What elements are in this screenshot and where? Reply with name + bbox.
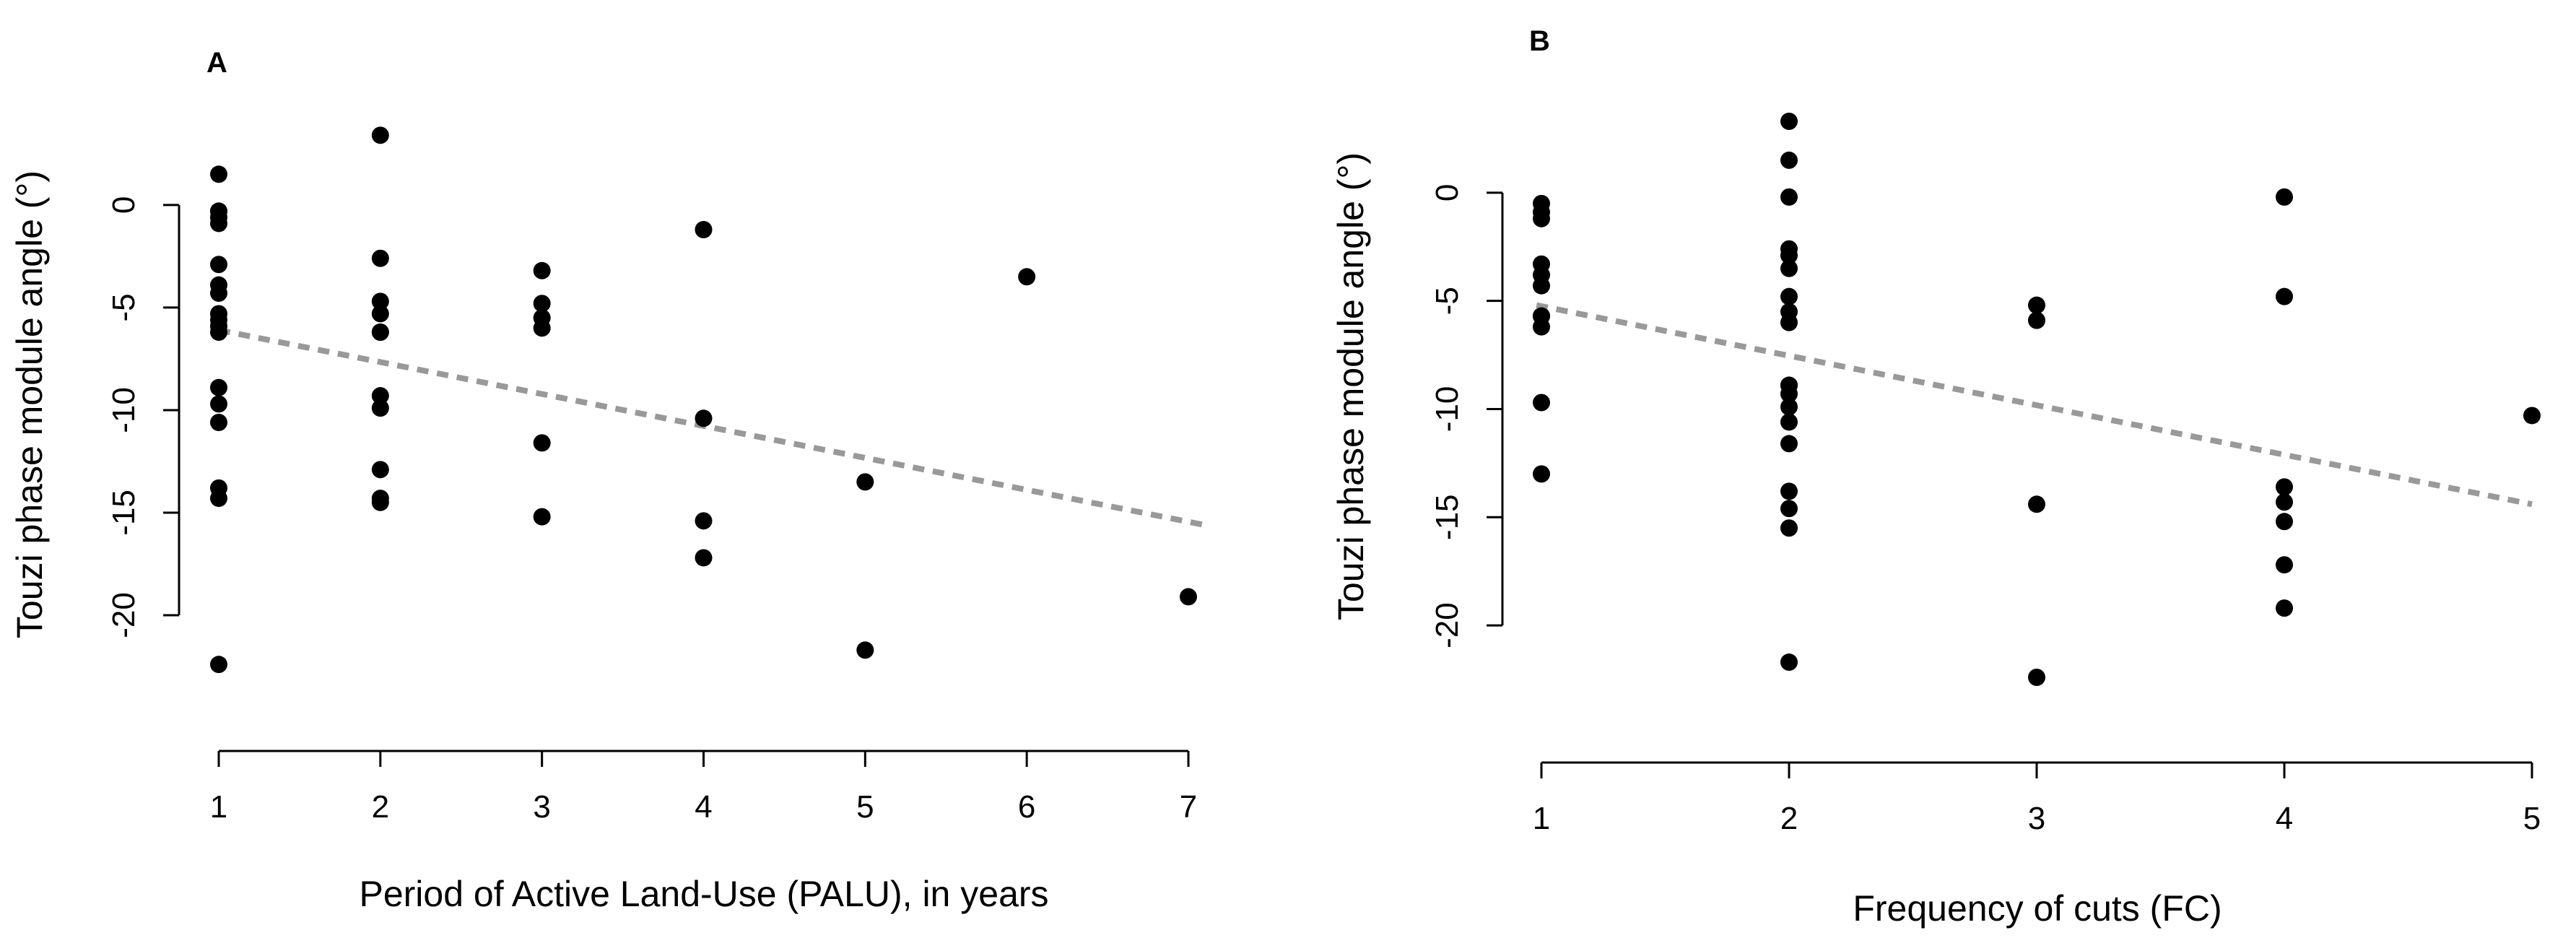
data-point: [695, 512, 713, 530]
y-tick-label: 0: [1430, 184, 1465, 201]
data-point: [1780, 435, 1798, 453]
y-tick-label: -5: [1430, 287, 1465, 315]
data-point: [1780, 188, 1798, 206]
data-point: [371, 249, 389, 267]
y-tick-label: -15: [106, 490, 142, 536]
y-tick-label: -10: [1430, 386, 1465, 433]
y-tick-label: 0: [106, 196, 142, 214]
y-tick-label: -10: [106, 387, 142, 433]
data-point: [210, 202, 227, 220]
x-axis-title: Frequency of cuts (FC): [1853, 888, 2222, 929]
y-tick-label: -20: [106, 592, 142, 638]
x-tick-label: 3: [2028, 801, 2045, 836]
x-tick-label: 2: [1780, 801, 1798, 836]
panel-a: A 1 2 3 4 5 6 7 0 -5 -10 -15 -20 Period of Active Lan…: [9, 47, 1206, 914]
data-point: [2276, 287, 2293, 305]
data-point: [210, 490, 227, 508]
data-point: [2028, 296, 2045, 314]
y-axis-title: Touzi phase module angle (°): [1331, 152, 1371, 620]
data-point: [2523, 407, 2541, 425]
data-point: [1780, 482, 1798, 500]
data-point: [1780, 313, 1798, 331]
data-point: [533, 508, 551, 526]
data-point: [856, 641, 874, 659]
data-point: [210, 656, 227, 674]
data-point: [371, 305, 389, 323]
panel-b: B 1 2 3 4 5 0 -5 -10 -15 -20 Frequency of cuts (FC)…: [1331, 25, 2541, 929]
data-point: [695, 220, 713, 238]
x-tick-label: 2: [372, 789, 389, 825]
data-point: [2028, 669, 2045, 686]
data-point: [1780, 398, 1798, 416]
data-point: [210, 395, 227, 413]
x-tick-label: 1: [1533, 801, 1550, 836]
data-point: [371, 387, 389, 405]
data-point: [1780, 413, 1798, 431]
data-point: [1780, 151, 1798, 169]
y-tick-label: -15: [1430, 494, 1465, 540]
x-tick-label: 6: [1018, 789, 1035, 825]
data-point: [1780, 287, 1798, 305]
data-point: [210, 323, 227, 342]
data-point: [1780, 519, 1798, 537]
data-point: [1533, 209, 1550, 227]
data-point: [1780, 653, 1798, 672]
x-axis-title: Period of Active Land-Use (PALU), in yea…: [359, 874, 1048, 914]
data-point: [2028, 311, 2045, 329]
data-point: [533, 295, 551, 313]
data-point: [210, 413, 227, 431]
data-point: [1780, 259, 1798, 277]
x-tick-label: 5: [856, 789, 874, 825]
data-point: [695, 549, 713, 567]
trend-line: [218, 327, 1206, 528]
trend-line: [1536, 302, 2533, 508]
y-tick-label: -20: [1430, 602, 1465, 648]
data-point: [1533, 277, 1550, 295]
data-point: [371, 399, 389, 417]
data-point: [1533, 307, 1550, 325]
data-point: [210, 285, 227, 303]
data-point: [371, 323, 389, 342]
y-axis-title: Touzi phase module angle (°): [9, 170, 50, 638]
data-point: [2276, 188, 2293, 206]
data-point: [1018, 268, 1036, 286]
data-point: [2276, 556, 2293, 574]
data-point: [2276, 493, 2293, 511]
data-point: [1780, 246, 1798, 264]
data-point: [533, 319, 551, 337]
data-point: [533, 261, 551, 279]
y-tick-label: -5: [106, 293, 142, 321]
data-point: [856, 473, 874, 491]
panel-label: B: [1529, 25, 1550, 57]
panel-label: A: [206, 47, 227, 79]
x-tick-label: 5: [2523, 801, 2541, 836]
data-point: [210, 214, 227, 233]
x-tick-label: 1: [210, 789, 227, 825]
data-point: [1180, 588, 1197, 606]
x-tick-label: 3: [533, 789, 550, 825]
data-point: [371, 292, 389, 311]
data-point: [210, 256, 227, 274]
data-point: [695, 409, 713, 427]
data-point: [2276, 478, 2293, 496]
data-point: [2276, 513, 2293, 531]
data-point: [533, 434, 551, 452]
x-tick-label: 4: [695, 789, 712, 825]
data-point: [2028, 495, 2045, 513]
data-point: [371, 461, 389, 479]
data-point: [1533, 394, 1550, 412]
data-point: [1780, 113, 1798, 130]
data-point: [1780, 376, 1798, 394]
data-point: [210, 378, 227, 396]
data-point: [210, 165, 227, 183]
x-tick-label: 7: [1180, 789, 1197, 825]
data-point: [1533, 465, 1550, 483]
data-point: [371, 493, 389, 511]
data-point: [2276, 599, 2293, 617]
x-tick-label: 4: [2276, 801, 2293, 836]
data-point: [1780, 500, 1798, 518]
data-point: [371, 126, 389, 144]
